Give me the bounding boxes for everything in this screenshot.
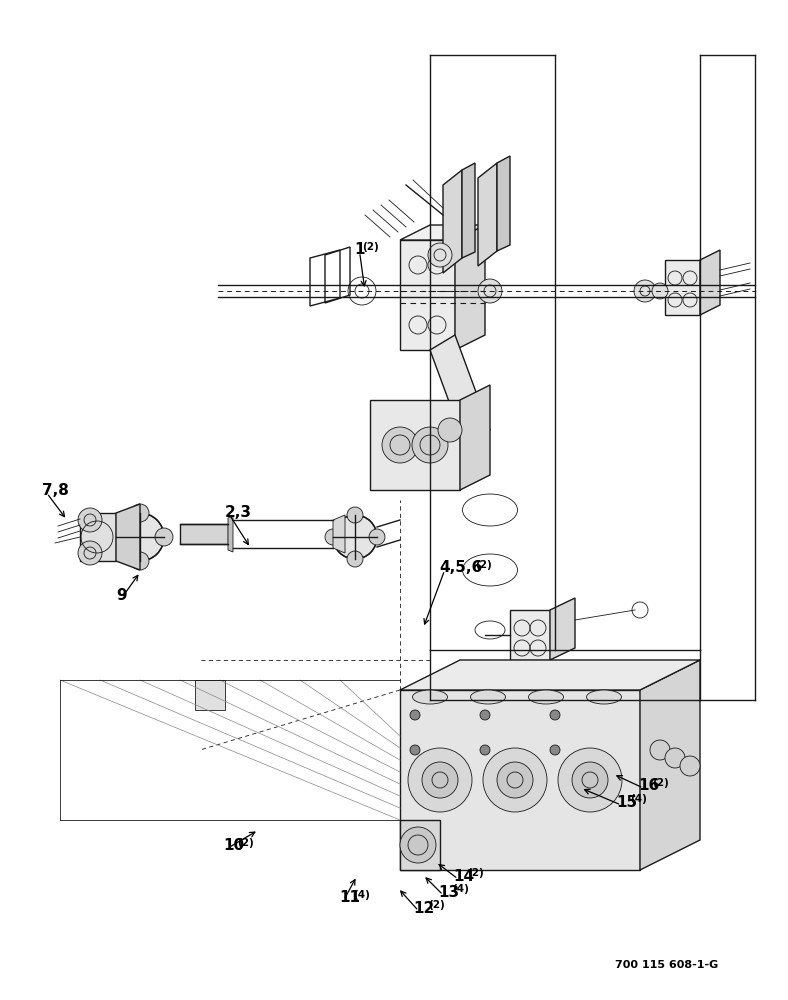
Circle shape xyxy=(480,710,490,720)
Polygon shape xyxy=(443,170,462,273)
Text: 10: 10 xyxy=(223,838,244,853)
Circle shape xyxy=(680,756,700,776)
Polygon shape xyxy=(400,690,640,870)
Circle shape xyxy=(131,504,149,522)
Polygon shape xyxy=(478,163,497,266)
Circle shape xyxy=(558,748,622,812)
Circle shape xyxy=(483,748,547,812)
Text: 16: 16 xyxy=(638,778,660,793)
Text: (2): (2) xyxy=(467,868,484,879)
Circle shape xyxy=(369,529,385,545)
Polygon shape xyxy=(462,163,475,258)
Text: (2): (2) xyxy=(428,901,444,911)
Text: 15: 15 xyxy=(616,795,637,810)
Circle shape xyxy=(422,762,458,798)
Polygon shape xyxy=(80,513,116,561)
Circle shape xyxy=(410,745,420,755)
Polygon shape xyxy=(460,385,490,490)
Text: (2): (2) xyxy=(237,837,254,847)
Ellipse shape xyxy=(470,690,505,704)
Circle shape xyxy=(382,427,418,463)
Circle shape xyxy=(438,418,462,442)
Circle shape xyxy=(428,243,452,267)
Text: 4,5,6: 4,5,6 xyxy=(440,560,483,575)
Polygon shape xyxy=(510,610,550,660)
Circle shape xyxy=(347,551,363,567)
Text: (4): (4) xyxy=(452,885,470,895)
Circle shape xyxy=(116,513,164,561)
Polygon shape xyxy=(497,156,510,251)
Text: 13: 13 xyxy=(438,885,459,900)
Polygon shape xyxy=(116,504,140,570)
Circle shape xyxy=(480,745,490,755)
Circle shape xyxy=(400,827,436,863)
Circle shape xyxy=(347,507,363,523)
Circle shape xyxy=(550,745,560,755)
Polygon shape xyxy=(333,515,345,553)
Circle shape xyxy=(478,279,502,303)
Polygon shape xyxy=(400,660,700,690)
Circle shape xyxy=(652,283,668,299)
Text: 9: 9 xyxy=(117,588,127,603)
Circle shape xyxy=(410,710,420,720)
Polygon shape xyxy=(550,598,575,660)
Text: (4): (4) xyxy=(630,794,648,804)
Circle shape xyxy=(572,762,608,798)
Ellipse shape xyxy=(586,690,622,704)
Text: (2): (2) xyxy=(475,559,492,569)
Polygon shape xyxy=(370,400,460,490)
Text: 12: 12 xyxy=(414,901,435,916)
Text: 14: 14 xyxy=(453,869,474,884)
Circle shape xyxy=(634,280,656,302)
Text: 2,3: 2,3 xyxy=(225,505,251,520)
Polygon shape xyxy=(180,524,228,544)
Polygon shape xyxy=(455,225,485,350)
Circle shape xyxy=(650,740,670,760)
Circle shape xyxy=(131,552,149,570)
Text: (4): (4) xyxy=(353,890,370,900)
Polygon shape xyxy=(228,516,233,552)
Circle shape xyxy=(325,529,341,545)
Ellipse shape xyxy=(412,690,448,704)
Circle shape xyxy=(550,710,560,720)
Polygon shape xyxy=(400,240,455,350)
Circle shape xyxy=(497,762,533,798)
Circle shape xyxy=(408,748,472,812)
Circle shape xyxy=(155,528,173,546)
Polygon shape xyxy=(665,260,700,315)
Circle shape xyxy=(412,427,448,463)
Polygon shape xyxy=(430,335,490,445)
Circle shape xyxy=(78,541,102,565)
Circle shape xyxy=(107,528,125,546)
Text: 700 115 608-1-G: 700 115 608-1-G xyxy=(615,960,718,970)
Text: 7,8: 7,8 xyxy=(42,483,69,498)
Circle shape xyxy=(665,748,685,768)
Text: 1: 1 xyxy=(355,242,365,257)
Polygon shape xyxy=(400,225,485,240)
Polygon shape xyxy=(640,660,700,870)
Polygon shape xyxy=(195,680,225,710)
Text: (2): (2) xyxy=(362,241,378,251)
Circle shape xyxy=(78,508,102,532)
Polygon shape xyxy=(400,820,440,870)
Text: 11: 11 xyxy=(339,890,360,905)
Ellipse shape xyxy=(529,690,563,704)
Polygon shape xyxy=(700,250,720,315)
Circle shape xyxy=(333,515,377,559)
Text: (2): (2) xyxy=(652,778,669,788)
